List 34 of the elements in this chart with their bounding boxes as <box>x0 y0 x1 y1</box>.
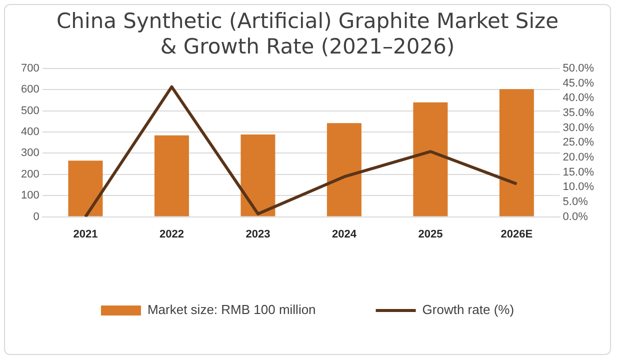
bar <box>326 123 362 216</box>
legend-label: Market size: RMB 100 million <box>147 302 316 318</box>
x-tick-label: 2025 <box>418 228 443 240</box>
y-tick-label: 200 <box>20 168 40 180</box>
y2-tick-label: 20.0% <box>562 151 594 164</box>
x-tick-label: 2026E <box>500 228 533 240</box>
y2-tick-label: 25.0% <box>562 136 594 149</box>
x-tick-label: 2024 <box>332 228 358 240</box>
y2-tick-label: 10.0% <box>562 181 594 194</box>
y2-tick-label: 50.0% <box>562 62 594 74</box>
bar <box>154 135 189 216</box>
y2-tick-label: 35.0% <box>562 106 594 119</box>
x-tick-label: 2021 <box>73 228 98 240</box>
y-tick-label: 100 <box>20 190 40 202</box>
bar <box>413 102 448 216</box>
chart-title: China Synthetic (Artificial) Graphite Market Size & Growth Rate (2021–2026) <box>56 9 558 58</box>
y-tick-label: 300 <box>20 147 40 160</box>
y2-tick-label: 45.0% <box>562 77 594 90</box>
y-tick-label: 500 <box>20 104 40 117</box>
bar <box>240 134 276 216</box>
y2-tick-label: 0.0% <box>562 210 588 223</box>
y2-tick-label: 40.0% <box>562 92 594 104</box>
bar <box>68 160 103 216</box>
legend-label: Growth rate (%) <box>422 302 514 318</box>
y-tick-label: 700 <box>20 62 40 74</box>
y-tick-label: 400 <box>20 126 40 138</box>
bar <box>499 89 534 216</box>
y2-tick-label: 5.0% <box>562 196 588 208</box>
y-tick-label: 0 <box>33 210 40 223</box>
x-tick-label: 2022 <box>159 228 184 240</box>
y2-tick-label: 30.0% <box>562 122 594 134</box>
x-tick-label: 2023 <box>246 228 270 240</box>
y2-tick-label: 15.0% <box>562 166 594 178</box>
y-tick-label: 600 <box>20 84 40 96</box>
